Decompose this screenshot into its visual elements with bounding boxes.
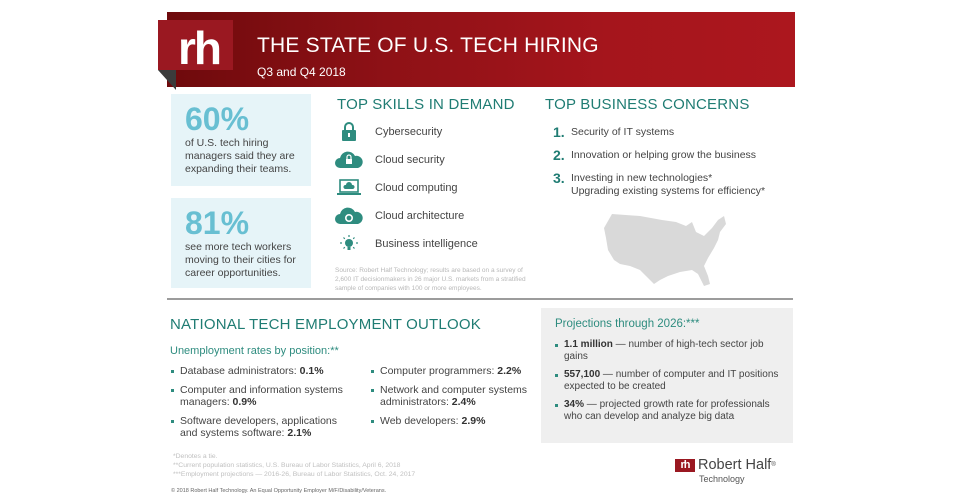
concern-text-line: Investing in new technologies* [571, 172, 713, 184]
rate-value: 2.4% [451, 396, 476, 408]
footnote: ***Employment projections — 2016-26, Bur… [173, 471, 416, 478]
unemployment-list-right: Computer programmers: 2.2% Network and c… [371, 365, 541, 434]
skill-item: Cybersecurity [333, 118, 513, 146]
footnote: *Denotes a tie. [173, 453, 218, 460]
rate-value: 2.9% [461, 415, 486, 427]
skill-item: Cloud security [333, 146, 513, 174]
concern-text: Investing in new technologies* Upgrading… [571, 170, 765, 198]
concern-number: 1. [553, 124, 565, 140]
projection-item: 34% — projected growth rate for professi… [555, 399, 779, 423]
skills-list: Cybersecurity Cloud security Cloud compu… [333, 118, 513, 258]
skill-item: Cloud architecture [333, 202, 513, 230]
projection-item: 557,100 — number of computer and IT posi… [555, 369, 779, 393]
rate-value: 2.2% [497, 365, 522, 377]
brand-name: Robert Half [698, 457, 772, 473]
unemployment-item: Network and computer systems administrat… [371, 384, 541, 408]
unemployment-item: Web developers: 2.9% [371, 415, 541, 427]
section-divider [167, 298, 793, 300]
rh-logo-badge: rh [158, 20, 233, 74]
skills-heading: TOP SKILLS IN DEMAND [337, 96, 515, 113]
projection-value: 34% [564, 399, 585, 410]
concern-number: 2. [553, 147, 565, 163]
outlook-heading: NATIONAL TECH EMPLOYMENT OUTLOOK [170, 316, 481, 333]
projection-item: 1.1 million — number of high-tech sector… [555, 339, 779, 363]
concern-item: 2. Innovation or helping grow the busine… [553, 147, 793, 163]
skill-item: Business intelligence [333, 230, 513, 258]
concern-item: 3. Investing in new technologies* Upgrad… [553, 170, 793, 198]
stat-text: of U.S. tech hiring managers said they a… [185, 137, 295, 175]
concerns-heading: TOP BUSINESS CONCERNS [545, 96, 750, 113]
concern-number: 3. [553, 170, 565, 186]
unemployment-item: Computer programmers: 2.2% [371, 365, 541, 377]
laptop-cloud-icon [333, 177, 365, 199]
unemployment-item: Software developers, applications and sy… [171, 415, 346, 439]
copyright: © 2018 Robert Half Technology. An Equal … [171, 488, 387, 494]
outlook-subheading: Unemployment rates by position:** [170, 345, 339, 357]
infographic: rh THE STATE OF U.S. TECH HIRING Q3 and … [155, 0, 795, 503]
rh-mark-icon: rh [675, 459, 695, 472]
footnote: **Current population statistics, U.S. Bu… [173, 462, 401, 469]
projection-value: 557,100 [564, 369, 601, 380]
skill-label: Cybersecurity [375, 126, 443, 138]
source-note: Source: Robert Half Technology; results … [335, 267, 526, 292]
rate-value: 2.1% [287, 427, 312, 439]
page-subtitle: Q3 and Q4 2018 [257, 65, 346, 79]
skill-item: Cloud computing [333, 174, 513, 202]
rate-value: 0.1% [299, 365, 324, 377]
unemployment-list-left: Database administrators: 0.1% Computer a… [171, 365, 346, 446]
brand-division: Technology [699, 474, 745, 484]
rh-logo-text: rh [178, 22, 222, 74]
projections-panel: Projections through 2026:*** 1.1 million… [541, 308, 793, 443]
footnotes: *Denotes a tie. **Current population sta… [173, 452, 415, 479]
projection-value: 1.1 million [564, 339, 613, 350]
concerns-list: 1. Security of IT systems 2. Innovation … [553, 124, 793, 205]
skill-label: Cloud architecture [375, 210, 465, 222]
concern-text: Innovation or helping grow the business [571, 149, 757, 161]
cloud-gear-icon [333, 205, 365, 227]
stat-value: 81% [185, 205, 250, 241]
page-title: THE STATE OF U.S. TECH HIRING [257, 34, 599, 57]
stat-value: 60% [185, 101, 250, 137]
rate-value: 0.9% [232, 396, 257, 408]
unemployment-item: Database administrators: 0.1% [171, 365, 346, 377]
robert-half-logo: rh Robert Half® Technology [675, 457, 776, 484]
concern-text: Security of IT systems [571, 126, 675, 138]
lock-icon [333, 121, 365, 143]
concern-item: 1. Security of IT systems [553, 124, 793, 140]
skill-label: Cloud computing [375, 182, 458, 194]
skill-label: Business intelligence [375, 238, 478, 250]
skill-label: Cloud security [375, 154, 445, 166]
stat-box-expanding: 60% of U.S. tech hiring managers said th… [171, 94, 311, 186]
us-map-icon [604, 214, 726, 286]
projections-title: Projections through 2026:*** [555, 318, 700, 330]
projections-list: 1.1 million — number of high-tech sector… [555, 339, 779, 423]
cloud-lock-icon [333, 149, 365, 171]
concern-text-line: Upgrading existing systems for efficienc… [571, 185, 766, 197]
unemployment-item: Computer and information systems manager… [171, 384, 346, 408]
stat-box-moving: 81% see more tech workers moving to thei… [171, 198, 311, 288]
header-banner: rh THE STATE OF U.S. TECH HIRING Q3 and … [158, 12, 795, 90]
lightbulb-icon [333, 233, 365, 255]
stat-text: see more tech workers moving to their ci… [185, 241, 296, 279]
logo-fold [158, 70, 176, 90]
